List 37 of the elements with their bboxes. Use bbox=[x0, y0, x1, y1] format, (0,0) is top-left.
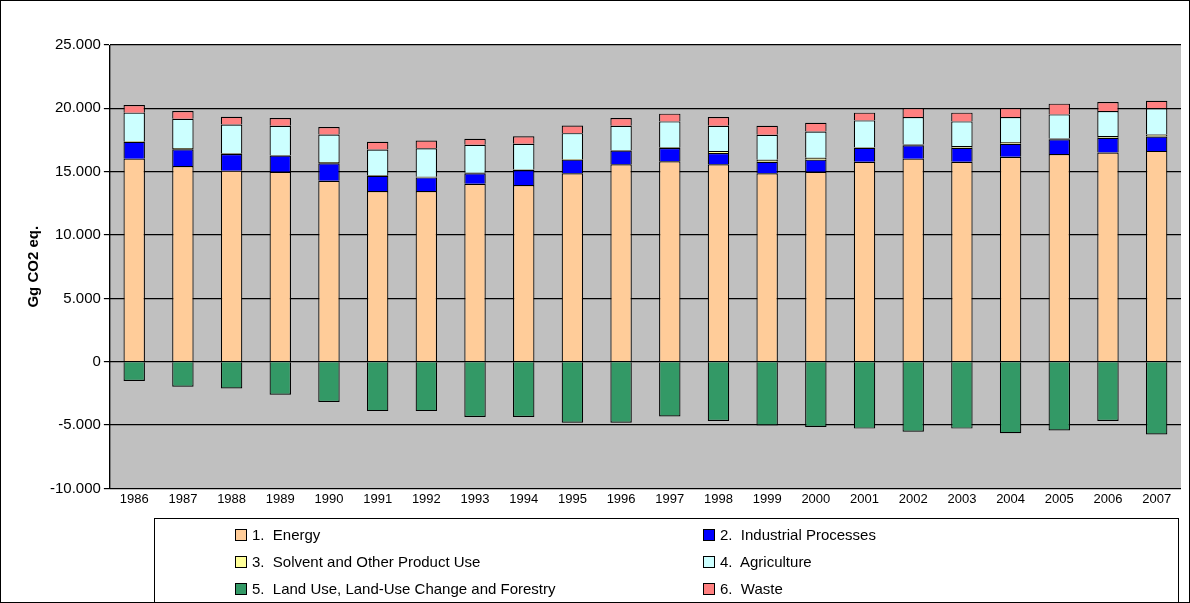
legend-label: 3. Solvent and Other Product Use bbox=[251, 552, 482, 572]
x-tick-label: 2000 bbox=[801, 490, 831, 506]
x-tick-label: 2006 bbox=[1093, 490, 1123, 506]
x-tick-label: 2005 bbox=[1044, 490, 1074, 506]
legend-label: 4. Agriculture bbox=[719, 552, 813, 572]
x-tick-label: 1986 bbox=[119, 490, 149, 506]
y-tick-label: 5.000 bbox=[63, 288, 101, 306]
legend-label: 1. Energy bbox=[251, 525, 322, 545]
x-tick-label: 1998 bbox=[704, 490, 733, 506]
legend-label: 5. Land Use, Land-Use Change and Forestry bbox=[251, 579, 557, 599]
x-tick-label: 1995 bbox=[557, 490, 587, 506]
x-tick-label: 1994 bbox=[509, 490, 539, 506]
x-tick-label: 2007 bbox=[1142, 490, 1172, 506]
x-tick-label: 2002 bbox=[898, 490, 928, 506]
x-tick-label: 2001 bbox=[850, 490, 879, 506]
x-tick-label: 1992 bbox=[411, 490, 441, 506]
x-tick-label: 1990 bbox=[314, 490, 344, 506]
x-tick-label: 1987 bbox=[168, 490, 198, 506]
x-tick-label: 1997 bbox=[655, 490, 685, 506]
y-tick-label: -10.000 bbox=[50, 478, 101, 496]
y-tick-label: -5.000 bbox=[58, 415, 101, 433]
x-tick-label: 1996 bbox=[606, 490, 636, 506]
x-tick-label: 1999 bbox=[752, 490, 782, 506]
y-tick-label: 15.000 bbox=[54, 161, 101, 179]
x-tick-label: 2003 bbox=[947, 490, 977, 506]
y-tick-label: 10.000 bbox=[54, 225, 101, 243]
legend-label: 2. Industrial Processes bbox=[719, 525, 877, 545]
x-tick-label: 1988 bbox=[217, 490, 247, 506]
legend-label: 6. Waste bbox=[719, 579, 784, 599]
y-axis-title: Gg CO2 eq. bbox=[24, 225, 42, 308]
x-tick-label: 2004 bbox=[996, 490, 1026, 506]
y-tick-label: 0 bbox=[92, 351, 101, 369]
y-tick-label: 20.000 bbox=[54, 98, 101, 116]
x-tick-label: 1989 bbox=[265, 490, 295, 506]
x-tick-label: 1991 bbox=[363, 490, 393, 506]
x-tick-label: 1993 bbox=[460, 490, 490, 506]
y-tick-label: 25.000 bbox=[54, 35, 101, 53]
